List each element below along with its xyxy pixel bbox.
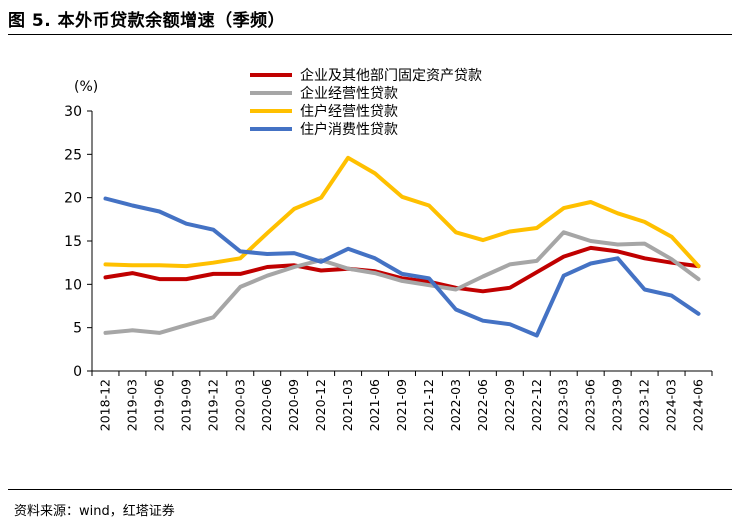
x-tick-label: 2019-03	[124, 379, 139, 431]
source-note: 资料来源：wind，红塔证券	[14, 504, 175, 519]
series-line-3	[103, 155, 701, 269]
x-tick-label: 2020-12	[313, 379, 328, 431]
x-tick-label: 2019-09	[178, 379, 193, 431]
x-tick-label: 2024-06	[691, 379, 706, 431]
x-tick-label: 2022-03	[448, 379, 463, 431]
y-tick-label: 30	[64, 104, 82, 120]
x-tick-label: 2024-03	[664, 379, 679, 431]
legend-label-2: 企业经营性贷款	[300, 85, 398, 102]
title-rule	[8, 34, 732, 35]
x-tick-label: 2018-12	[97, 379, 112, 431]
x-tick-label: 2023-12	[637, 379, 652, 431]
x-tick-label: 2020-09	[286, 379, 301, 431]
series-line-4	[103, 196, 701, 338]
x-tick-label: 2020-03	[232, 379, 247, 431]
y-tick-label: 10	[64, 277, 82, 293]
y-tick-label: 25	[64, 147, 82, 163]
x-tick-label: 2021-06	[367, 379, 382, 431]
x-tick-label: 2023-03	[556, 379, 571, 431]
x-tick-label: 2022-12	[529, 379, 544, 431]
x-tick-label: 2023-09	[610, 379, 625, 431]
x-tick-label: 2022-06	[475, 379, 490, 431]
series-line-1	[103, 245, 701, 294]
x-tick-label: 2021-12	[421, 379, 436, 431]
series-line-2	[103, 230, 701, 335]
legend-label-3: 住户经营性贷款	[300, 103, 398, 120]
y-tick-label: 20	[64, 191, 82, 207]
x-tick-label: 2022-09	[502, 379, 517, 431]
y-tick-label: 5	[73, 321, 82, 337]
legend-label-1: 企业及其他部门固定资产贷款	[300, 67, 482, 84]
x-tick-label: 2019-12	[205, 379, 220, 431]
x-tick-label: 2021-09	[394, 379, 409, 431]
x-tick-label: 2020-06	[259, 379, 274, 431]
y-axis: 0 5 10 15 20 25 30	[64, 104, 93, 380]
y-tick-label: 0	[73, 364, 82, 380]
x-axis: 2018-12 2019-03 2019-06 2019-09 2019-12 2020-…	[91, 370, 713, 431]
y-axis-unit: (%)	[74, 79, 98, 95]
legend-label-4: 住户消费性贷款	[300, 121, 398, 138]
x-tick-label: 2023-06	[583, 379, 598, 431]
x-tick-label: 2019-06	[151, 379, 166, 431]
source-rule	[8, 489, 732, 490]
series-lines	[103, 155, 701, 338]
x-tick-label: 2021-03	[340, 379, 355, 431]
figure-title: 图 5. 本外币贷款余额增速（季频）	[8, 11, 286, 31]
y-tick-label: 15	[64, 234, 82, 250]
